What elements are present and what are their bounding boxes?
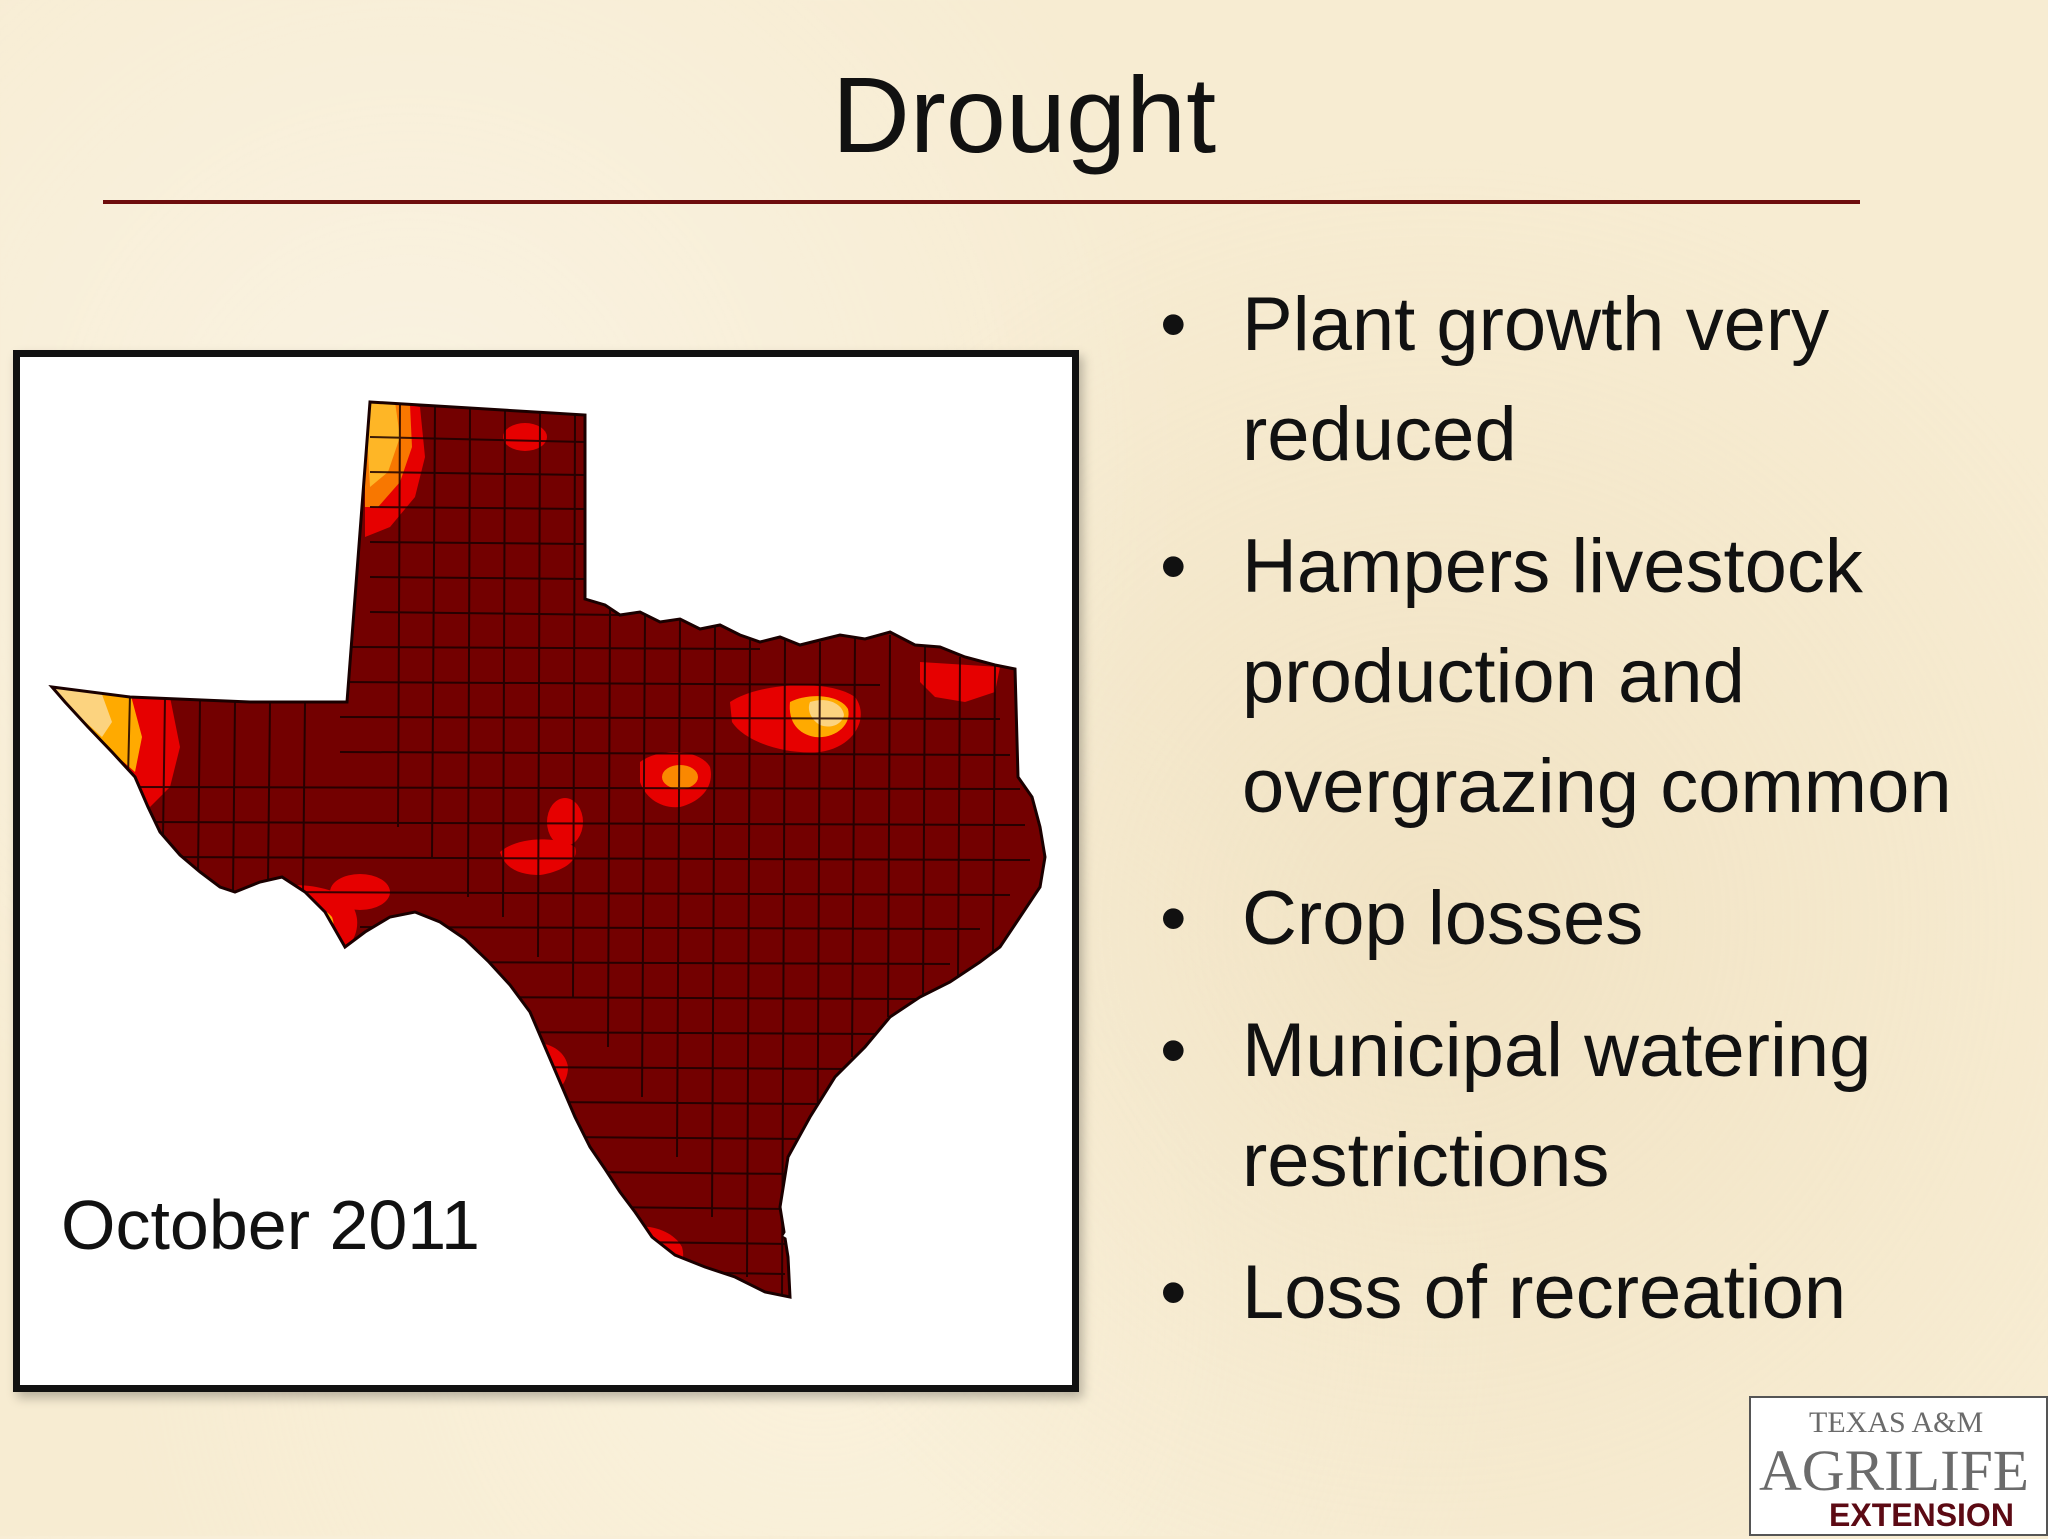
bullet-item: • Crop losses bbox=[1160, 864, 2020, 974]
extreme-drought-patch bbox=[687, 1281, 738, 1297]
title-divider bbox=[103, 200, 1860, 204]
bullet-item: • Plant growth very reduced bbox=[1160, 270, 2020, 490]
bullet-text: Crop losses bbox=[1242, 876, 1644, 961]
bullet-item: • Municipal watering restrictions bbox=[1160, 996, 2020, 1216]
bullet-item: • Loss of recreation bbox=[1160, 1238, 2020, 1348]
extreme-drought-patch bbox=[503, 423, 547, 451]
bullet-list: • Plant growth very reduced • Hampers live… bbox=[1160, 270, 2020, 1370]
severe-drought-patch bbox=[520, 1082, 544, 1102]
texas-outline bbox=[48, 400, 1047, 1299]
bullet-dot-icon: • bbox=[1160, 876, 1187, 961]
slide-title: Drought bbox=[831, 54, 1217, 175]
texas-drought-map bbox=[48, 400, 1047, 1299]
bullet-text: Municipal watering restrictions bbox=[1242, 1008, 1872, 1203]
county-boundaries bbox=[119, 402, 1031, 1297]
bullet-dot-icon: • bbox=[1160, 282, 1187, 367]
logo-line3: EXTENSION bbox=[1829, 1497, 2014, 1533]
logo-line2: AGRILIFE bbox=[1759, 1438, 2029, 1503]
logo-line1: TEXAS A&M bbox=[1809, 1406, 1983, 1439]
moderate-drought-patch bbox=[808, 700, 844, 727]
extreme-drought-patch bbox=[547, 798, 583, 846]
bullet-dot-icon: • bbox=[1160, 524, 1187, 609]
bullet-text: Plant growth very reduced bbox=[1242, 282, 1830, 477]
bullet-text: Loss of recreation bbox=[1242, 1250, 1847, 1335]
agrilife-logo-graphic: TEXAS A&M AGRILIFE EXTENSION bbox=[1759, 1406, 2029, 1533]
bullet-dot-icon: • bbox=[1160, 1008, 1187, 1093]
drought-map-frame: October 2011 bbox=[13, 350, 1079, 1392]
extreme-drought-patch bbox=[459, 1004, 516, 1079]
moderate-drought-patch bbox=[52, 682, 112, 737]
bullet-item: • Hampers livestock production and overgr… bbox=[1160, 512, 2020, 842]
coastal-islands bbox=[783, 1023, 982, 1239]
severe-drought-patch bbox=[710, 1293, 730, 1297]
severe-drought-patch bbox=[995, 1005, 1015, 1033]
bullet-dot-icon: • bbox=[1160, 1250, 1187, 1335]
bullet-text: Hampers livestock production and overgra… bbox=[1242, 524, 1952, 829]
map-caption: October 2011 bbox=[61, 1186, 480, 1264]
extreme-drought-patch bbox=[977, 993, 1032, 1044]
agrilife-extension-logo: TEXAS A&M AGRILIFE EXTENSION bbox=[1749, 1396, 2048, 1536]
